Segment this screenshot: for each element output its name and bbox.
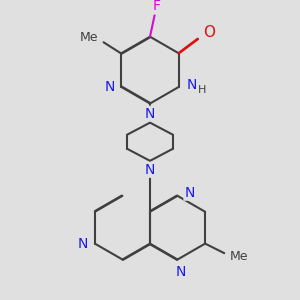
- Text: F: F: [152, 0, 160, 14]
- Text: H: H: [198, 85, 206, 95]
- Text: N: N: [184, 186, 195, 200]
- Text: Me: Me: [229, 250, 248, 263]
- Text: O: O: [203, 25, 215, 40]
- Text: Me: Me: [80, 31, 98, 44]
- Text: N: N: [78, 237, 88, 250]
- Text: N: N: [145, 163, 155, 177]
- Text: N: N: [105, 80, 115, 94]
- Text: N: N: [187, 78, 197, 92]
- Text: N: N: [145, 107, 155, 121]
- Text: N: N: [176, 265, 186, 279]
